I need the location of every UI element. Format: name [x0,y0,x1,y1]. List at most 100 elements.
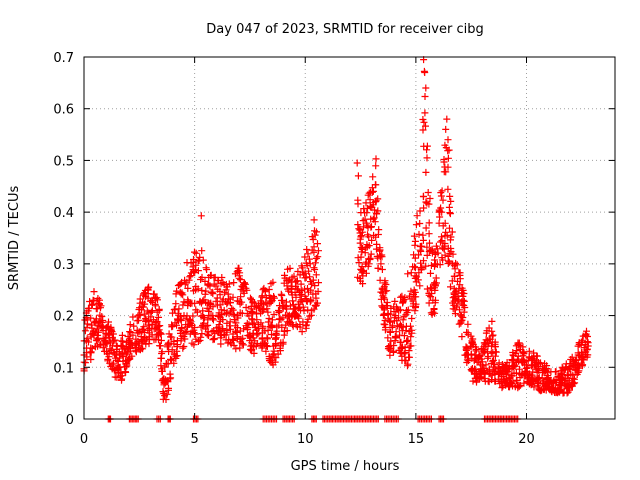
data-point [126,338,134,346]
data-point [165,384,172,392]
data-point [422,168,430,176]
data-point [297,296,305,304]
data-point [306,312,314,320]
data-point [411,254,419,262]
data-point [268,316,276,324]
data-point [172,300,180,308]
data-point [191,299,199,307]
data-point [358,228,366,236]
data-point [386,317,394,325]
data-point [179,344,187,352]
data-point [516,381,524,389]
data-point [411,241,419,249]
data-point [404,306,412,314]
data-point [362,269,370,277]
data-point [425,299,433,307]
data-point [363,219,370,227]
data-point [523,364,531,372]
data-point [456,269,464,277]
data-point [132,348,140,356]
data-point [482,329,490,337]
data-point [210,280,218,288]
data-point [303,318,311,326]
data-point [265,286,273,293]
data-point [437,238,444,246]
data-point [540,385,548,393]
data-point [223,308,231,316]
data-point [297,280,305,288]
data-point [89,296,97,304]
data-point [445,258,453,266]
data-point [438,208,446,216]
data-point [301,253,309,261]
data-point [143,335,151,343]
data-point [90,288,98,296]
data-point [381,277,389,285]
data-point [292,293,300,301]
data-point [354,172,362,180]
data-point [423,154,431,162]
data-point [451,272,459,280]
data-point [263,305,271,313]
data-point [210,274,218,282]
data-point [472,343,480,351]
data-point [184,284,192,292]
data-point [194,267,202,275]
data-point [277,316,285,323]
data-point [446,224,453,232]
data-point [568,382,576,390]
data-point [372,209,380,217]
data-point [499,382,507,390]
data-point [559,389,567,397]
data-point [199,256,207,264]
data-point [506,378,514,386]
data-point [85,338,92,346]
data-point [176,288,184,296]
data-point [135,316,142,324]
data-point [269,278,277,286]
data-point [419,126,427,134]
data-point [137,344,145,352]
data-point [447,197,455,205]
data-point [464,320,472,328]
data-point [198,330,206,338]
data-point [437,189,445,197]
data-point [202,287,210,295]
data-point [198,273,206,281]
data-point [276,307,284,315]
data-point [416,207,424,215]
data-point [180,343,188,350]
data-point [231,270,239,278]
data-point [366,202,374,210]
data-point [129,313,137,321]
data-point [257,319,265,327]
data-point [136,295,144,303]
data-point [224,290,232,298]
data-point [250,343,258,351]
data-point [404,270,412,278]
data-point [574,342,582,350]
data-point [368,184,376,192]
data-point [371,218,379,226]
data-point [87,356,95,363]
data-point [312,271,320,279]
data-point [420,204,428,212]
data-point [290,272,298,280]
data-point [439,196,447,204]
data-point [473,374,481,381]
data-point [228,305,236,312]
data-point [133,326,141,334]
data-point [280,279,288,287]
data-point [445,146,453,154]
data-point [129,331,137,339]
data-point [294,285,302,293]
data-point [491,340,499,348]
data-point [176,281,184,289]
data-point [157,362,165,370]
data-point [387,337,395,345]
data-point [264,308,272,316]
data-point [530,383,538,391]
data-point [126,321,134,329]
data-point [89,327,97,335]
data-point [441,141,449,149]
